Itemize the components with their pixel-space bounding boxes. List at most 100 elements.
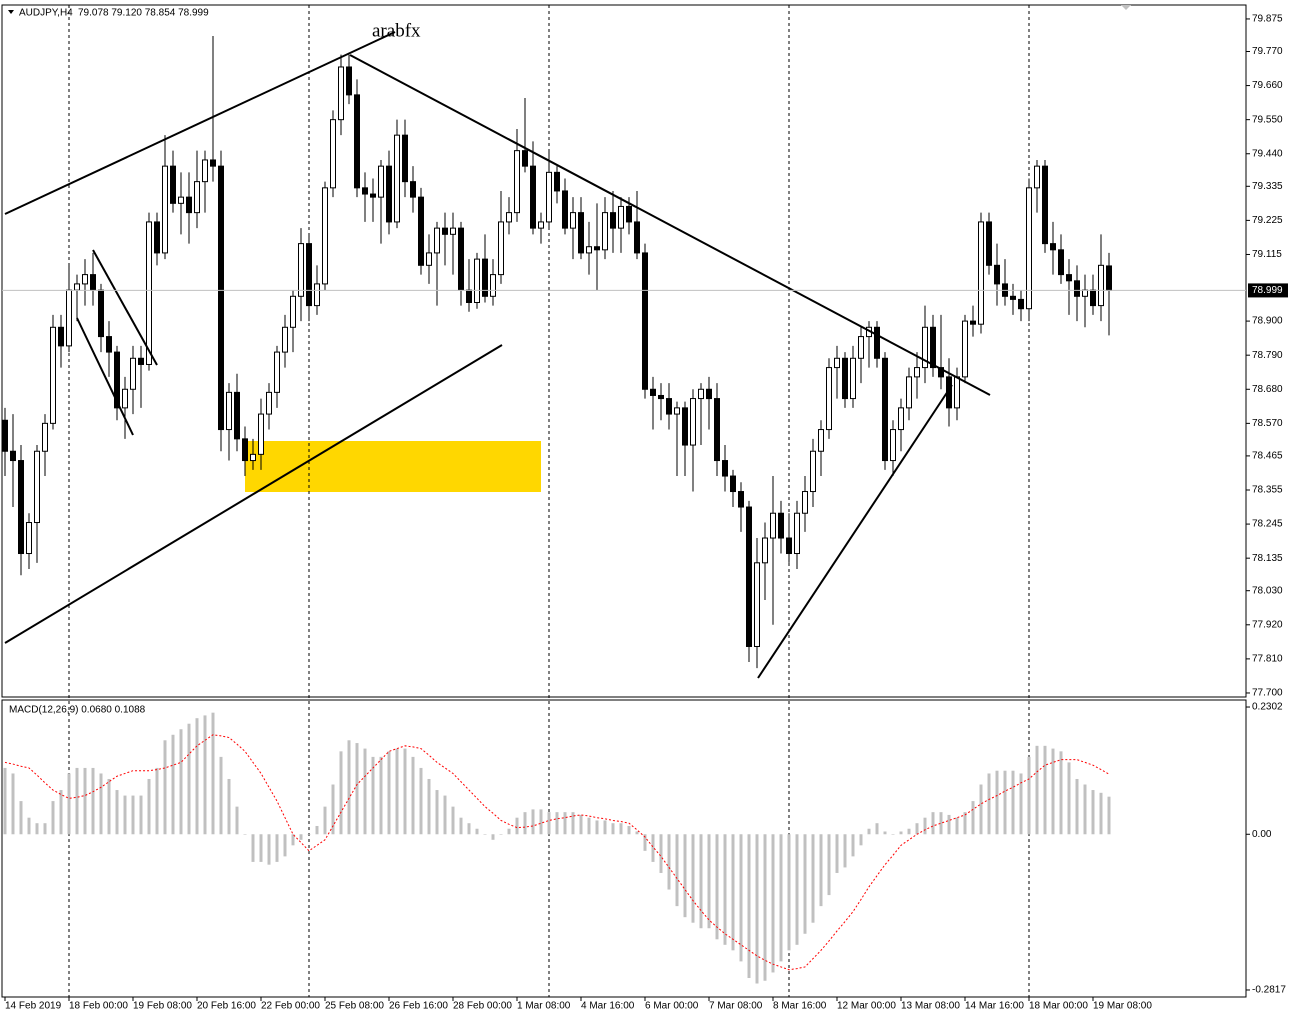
x-tick-label: 19 Feb 08:00 [133, 1001, 192, 1012]
candle-body [106, 336, 112, 353]
y-tick-label: 78.245 [1252, 519, 1283, 530]
y-tick-label: 79.335 [1252, 181, 1283, 192]
candle-body [386, 165, 392, 223]
x-tick-label: 13 Mar 08:00 [901, 1001, 960, 1012]
candle-body [66, 289, 72, 347]
macd-bar [1043, 745, 1047, 835]
candle-body [378, 165, 384, 198]
candle-body [234, 391, 240, 440]
x-tick-label: 25 Feb 08:00 [325, 1001, 384, 1012]
candle-body [882, 357, 888, 462]
marks [2, 35, 1112, 984]
candle-body [394, 134, 400, 223]
candle-body [850, 357, 856, 400]
y-tick-label: 0.00 [1252, 829, 1272, 840]
candle-body [370, 193, 376, 198]
candle-body [426, 252, 432, 266]
macd-bar [811, 834, 815, 923]
candle-body [594, 246, 600, 251]
macd-bar [91, 767, 95, 835]
x-tick-label: 12 Mar 00:00 [837, 1001, 896, 1012]
candle-body [514, 150, 520, 214]
macd-panel-frame [1, 699, 1247, 998]
macd-bar [67, 773, 71, 835]
candle-body [298, 243, 304, 297]
macd-bar [875, 823, 879, 835]
candle-body [786, 537, 792, 555]
candle-body [330, 119, 336, 189]
candle-body [746, 506, 752, 647]
candle-body [1018, 298, 1024, 310]
symbol-label: AUDJPY,H4 [19, 8, 73, 19]
candle-body [410, 181, 416, 198]
candle-body [986, 221, 992, 266]
y-tick-label: 78.355 [1252, 485, 1283, 496]
candle-body [586, 246, 592, 254]
candle-body [698, 388, 704, 400]
macd-bar [995, 770, 999, 835]
candle-body [314, 283, 320, 307]
macd-bar [227, 778, 231, 835]
y-tick-label: 79.875 [1252, 14, 1283, 25]
macd-bar [563, 812, 567, 835]
trend-line [757, 384, 953, 679]
macd-bar [59, 790, 63, 835]
candle-body [610, 212, 616, 229]
candle-body [26, 522, 32, 555]
macd-bar [123, 795, 127, 835]
candle-body [906, 376, 912, 409]
zone-rectangle [245, 441, 541, 492]
macd-bar [691, 834, 695, 923]
candle-body [994, 264, 1000, 285]
macd-bar [243, 834, 247, 835]
candle-body [130, 357, 136, 390]
candle-body [1082, 289, 1088, 297]
macd-bar [115, 790, 119, 835]
macd-bar [403, 748, 407, 835]
candle-body [722, 460, 728, 477]
y-tick-label: -0.2817 [1252, 985, 1286, 996]
current-price-box [1248, 283, 1288, 298]
candle-body [178, 196, 184, 204]
candle-body [98, 289, 104, 338]
candle-body [170, 165, 176, 204]
macd-bar [1107, 796, 1111, 835]
macd-bar [779, 834, 783, 962]
macd-bar [955, 817, 959, 835]
candle-body [794, 512, 800, 555]
macd-bar [1051, 748, 1055, 835]
candle-body [218, 165, 224, 431]
candle-body [322, 187, 328, 285]
candle-body [562, 190, 568, 229]
candle-body [730, 475, 736, 493]
macd-bar [715, 834, 719, 940]
macd-bar [979, 784, 983, 835]
candle-body [690, 398, 696, 446]
trend-line [4, 31, 396, 215]
macd-bar [283, 834, 287, 857]
candle-body [18, 460, 24, 555]
trend-line [76, 317, 134, 436]
macd-bar [923, 817, 927, 835]
candle-body [82, 274, 88, 285]
candle-body [522, 150, 528, 167]
candle-body [1098, 264, 1104, 307]
candle-body [282, 326, 288, 353]
macd-bar [99, 773, 103, 835]
candle-body [938, 367, 944, 378]
ohlc-label: 79.078 79.120 78.854 78.999 [78, 8, 209, 19]
candle-body [42, 422, 48, 452]
y-tick-label: 78.030 [1252, 585, 1283, 596]
x-tick-label: 1 Mar 08:00 [517, 1001, 571, 1012]
candle-body [842, 357, 848, 400]
macd-bar [747, 834, 751, 978]
macd-bar [291, 834, 295, 846]
macd-bar [19, 801, 23, 835]
candle-body [978, 221, 984, 325]
candle-body [570, 212, 576, 229]
candle-body [202, 159, 208, 183]
macd-bar [203, 715, 207, 835]
candle-body [930, 326, 936, 369]
